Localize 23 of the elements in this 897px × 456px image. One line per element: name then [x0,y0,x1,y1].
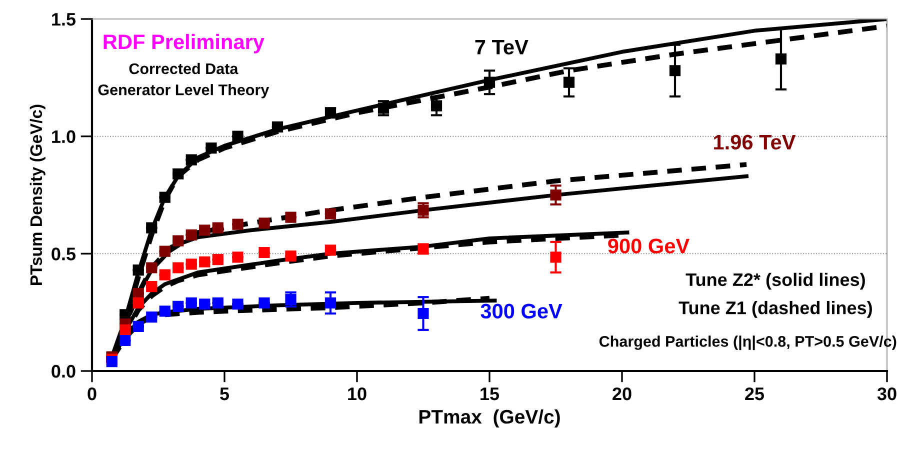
series-label: 7 TeV [475,40,528,55]
annotation: Tune Z2* (solid lines) [686,272,865,290]
y-tick-label: 1.0 [52,130,76,144]
x-tick-label: 0 [88,387,96,400]
annotation: RDF Preliminary [104,34,264,54]
text: 900 GeV [608,238,690,254]
annotation: Generator Level Theory [98,84,270,98]
y-tick-label: 0.0 [52,364,76,378]
text: 300 GeV [480,304,562,319]
x-tick-label: 25 [745,387,764,400]
x-tick-label: 5 [220,388,230,400]
y-axis-title: PTsum Density (GeV/c) [30,104,46,285]
x-tick-label: 15 [480,388,500,400]
text: 1.96 TeV [714,134,796,150]
x-tick-label: 30 [877,387,896,400]
annotation: Tune Z1 (dashed lines) [678,300,872,318]
x-axis-title: PTmax (GeV/c) [419,409,560,428]
annotation: Corrected Data [129,62,238,74]
x-tick-label: 20 [612,387,632,400]
y-tick-label: 1.5 [52,13,76,26]
x-tick-label: 10 [348,387,366,400]
y-tick-label: 0.5 [52,248,76,260]
annotation: Charged Particles (|η|<0.8, PT>0.5 GeV/c) [599,336,896,350]
